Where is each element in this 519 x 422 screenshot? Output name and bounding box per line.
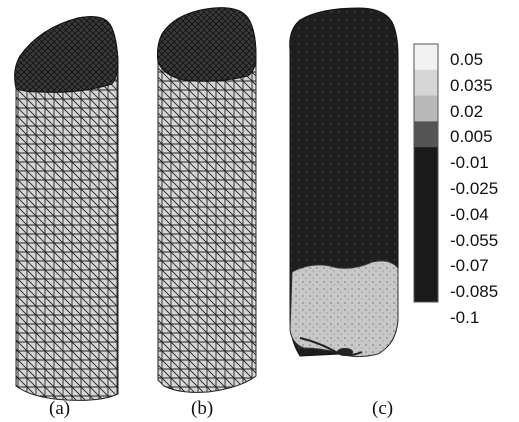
colorbar-label: -0.04 (450, 204, 489, 224)
panel-c-dark-spot (337, 348, 353, 356)
colorbar-label: -0.01 (450, 153, 489, 173)
caption-c: (c) (372, 398, 394, 419)
panel-a-top-cap (14, 16, 119, 93)
colorbar-segment (414, 69, 438, 97)
colorbar-segment (414, 276, 438, 303)
colorbar-label: 0.02 (450, 101, 484, 121)
caption-a: (a) (49, 398, 71, 419)
caption-b: (b) (191, 398, 214, 419)
panel-a-mesh (14, 16, 119, 401)
colorbar-label: -0.025 (450, 179, 499, 198)
panel-c-contour (289, 7, 399, 358)
panel-b-top-cap (157, 7, 257, 82)
colorbar (413, 43, 439, 303)
colorbar-segment (414, 250, 438, 277)
colorbar-segment (414, 44, 438, 71)
colorbar-segment (414, 173, 438, 200)
colorbar-label: 0.005 (450, 127, 493, 147)
panel-c-bottom-light (289, 260, 399, 358)
panel-c-bottom-edge (299, 337, 363, 356)
colorbar-segment (414, 147, 438, 174)
colorbar-segment (414, 224, 438, 251)
colorbar-label: -0.07 (450, 256, 489, 276)
colorbar-label: -0.1 (450, 308, 480, 327)
colorbar-segment (414, 121, 438, 148)
colorbar-segment (414, 198, 438, 226)
colorbar-label: -0.055 (450, 230, 499, 250)
colorbar-segment (414, 95, 438, 122)
colorbar-border (413, 43, 439, 303)
colorbar-label: 0.035 (450, 75, 493, 95)
panel-b-mesh (157, 7, 257, 393)
colorbar-label: 0.05 (450, 50, 484, 69)
colorbar-label: -0.085 (450, 282, 499, 302)
